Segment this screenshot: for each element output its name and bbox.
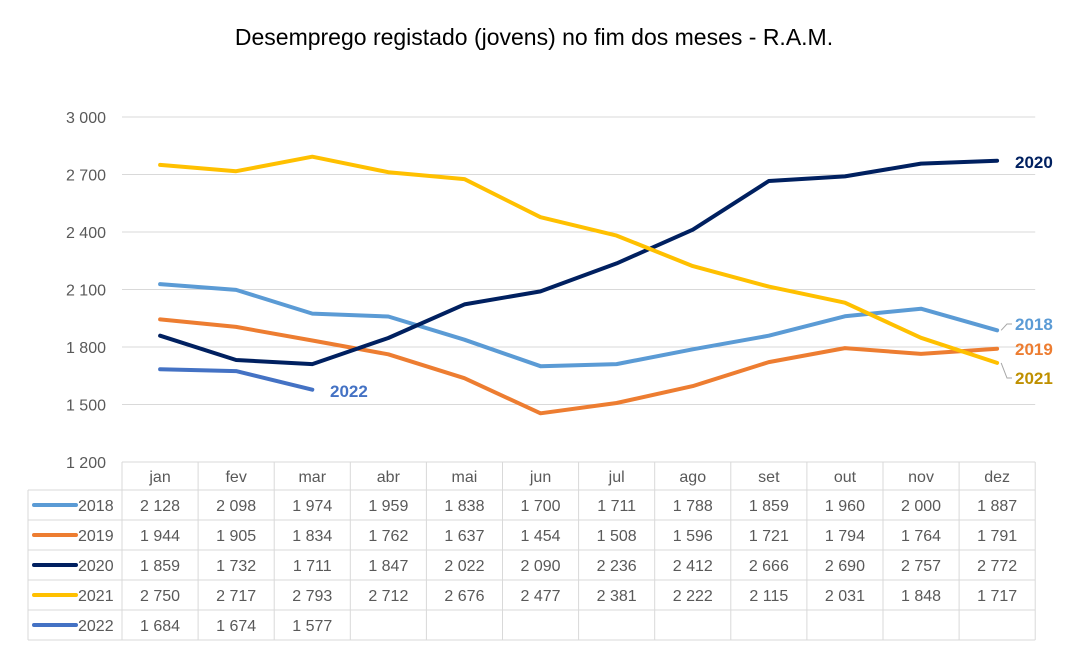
table-cell: 1 508 xyxy=(597,528,637,545)
leader-line xyxy=(1000,323,1012,331)
table-cell: 2 090 xyxy=(521,558,561,575)
table-cell: 1 674 xyxy=(216,618,256,635)
table-cell: 2 712 xyxy=(368,588,408,605)
gridlines xyxy=(122,116,1036,405)
table-cell: 1 732 xyxy=(216,558,256,575)
legend-label: 2018 xyxy=(78,498,114,515)
table-cell: 2 666 xyxy=(749,558,789,575)
data-table: jan fev mar abr mai jun jul ago set out nov dez 2018… xyxy=(27,461,1036,641)
series-label-2020: 2020 xyxy=(1015,153,1053,172)
table-cell: 2 098 xyxy=(216,498,256,515)
table-cell: 1 454 xyxy=(521,528,561,545)
category-label: fev xyxy=(225,469,246,486)
category-label: dez xyxy=(984,469,1010,486)
series-label-2022: 2022 xyxy=(330,382,368,401)
table-cell: 2 022 xyxy=(444,558,484,575)
table-cell: 2 128 xyxy=(140,498,180,515)
table-cell: 1 596 xyxy=(673,528,713,545)
table-cell: 1 711 xyxy=(597,498,636,515)
table-cell: 1 764 xyxy=(901,528,941,545)
y-tick-label: 1 800 xyxy=(66,340,106,357)
table-cell: 2 477 xyxy=(521,588,561,605)
table-cell: 1 838 xyxy=(444,498,484,515)
series-lines xyxy=(158,154,1000,416)
table-cell: 2 115 xyxy=(749,588,788,605)
table-cell: 2 690 xyxy=(825,558,865,575)
table-cell: 1 944 xyxy=(140,528,180,545)
category-label: out xyxy=(834,469,857,486)
table-cell: 1 762 xyxy=(368,528,408,545)
y-tick-label: 1 500 xyxy=(66,398,106,415)
category-label: ago xyxy=(679,469,706,486)
series-line-2021 xyxy=(158,154,1000,365)
table-cell: 2 757 xyxy=(901,558,941,575)
category-label: mai xyxy=(452,469,478,486)
y-tick-label: 3 000 xyxy=(66,110,106,127)
series-labels: 2018 2019 2020 2021 2022 xyxy=(330,153,1053,401)
table-cell: 1 959 xyxy=(368,498,408,515)
y-tick-label: 2 400 xyxy=(66,225,106,242)
y-tick-label: 1 200 xyxy=(66,455,106,472)
legend-label: 2022 xyxy=(78,618,114,635)
table-cell: 1 905 xyxy=(216,528,256,545)
series-label-2021: 2021 xyxy=(1015,369,1053,388)
category-label: jun xyxy=(529,469,551,486)
table-cell: 2 750 xyxy=(140,588,180,605)
table-cell: 2 000 xyxy=(901,498,941,515)
table-cell: 1 700 xyxy=(521,498,561,515)
table-cell: 2 717 xyxy=(216,588,256,605)
table-cell: 1 974 xyxy=(292,498,332,515)
table-cell: 1 859 xyxy=(140,558,180,575)
category-label: nov xyxy=(908,469,934,486)
table-cell: 1 791 xyxy=(977,528,1017,545)
table-cell: 1 834 xyxy=(292,528,332,545)
table-cell: 1 848 xyxy=(901,588,941,605)
table-cell: 1 847 xyxy=(368,558,408,575)
category-label: set xyxy=(758,469,780,486)
series-line-2018 xyxy=(158,282,1000,369)
table-cell: 1 794 xyxy=(825,528,865,545)
category-label: mar xyxy=(298,469,326,486)
table-cell: 1 577 xyxy=(292,618,332,635)
table-cell: 1 721 xyxy=(749,528,789,545)
leader-line xyxy=(1000,362,1012,379)
table-cell: 2 031 xyxy=(825,588,865,605)
series-line-2019 xyxy=(158,317,1000,416)
y-tick-label: 2 700 xyxy=(66,168,106,185)
legend-label: 2019 xyxy=(78,528,114,545)
table-cell: 2 793 xyxy=(292,588,332,605)
table-cell: 1 788 xyxy=(673,498,713,515)
table-cell: 1 960 xyxy=(825,498,865,515)
table-cell: 1 717 xyxy=(977,588,1017,605)
table-cell: 2 381 xyxy=(597,588,637,605)
category-label: jan xyxy=(148,469,170,486)
legend-label: 2020 xyxy=(78,558,114,575)
table-cell: 1 859 xyxy=(749,498,789,515)
table-cell: 1 887 xyxy=(977,498,1017,515)
series-label-2018: 2018 xyxy=(1015,315,1053,334)
table-cell: 1 637 xyxy=(444,528,484,545)
series-label-2019: 2019 xyxy=(1015,340,1053,359)
table-cell: 2 236 xyxy=(597,558,637,575)
y-tick-label: 2 100 xyxy=(66,283,106,300)
y-axis: 1 200 1 500 1 800 2 100 2 400 2 700 3 000 xyxy=(66,110,106,472)
table-cell: 1 711 xyxy=(293,558,332,575)
chart-title: Desemprego registado (jovens) no fim dos… xyxy=(235,24,833,50)
table-cell: 1 684 xyxy=(140,618,180,635)
series-line-2022 xyxy=(158,367,315,392)
table-cell: 2 222 xyxy=(673,588,713,605)
category-label: abr xyxy=(377,469,401,486)
table-cell: 2 772 xyxy=(977,558,1017,575)
legend-label: 2021 xyxy=(78,588,114,605)
table-cell: 2 676 xyxy=(444,588,484,605)
table-cell: 2 412 xyxy=(673,558,713,575)
category-label: jul xyxy=(608,469,625,486)
series-line-2020 xyxy=(158,158,1000,367)
